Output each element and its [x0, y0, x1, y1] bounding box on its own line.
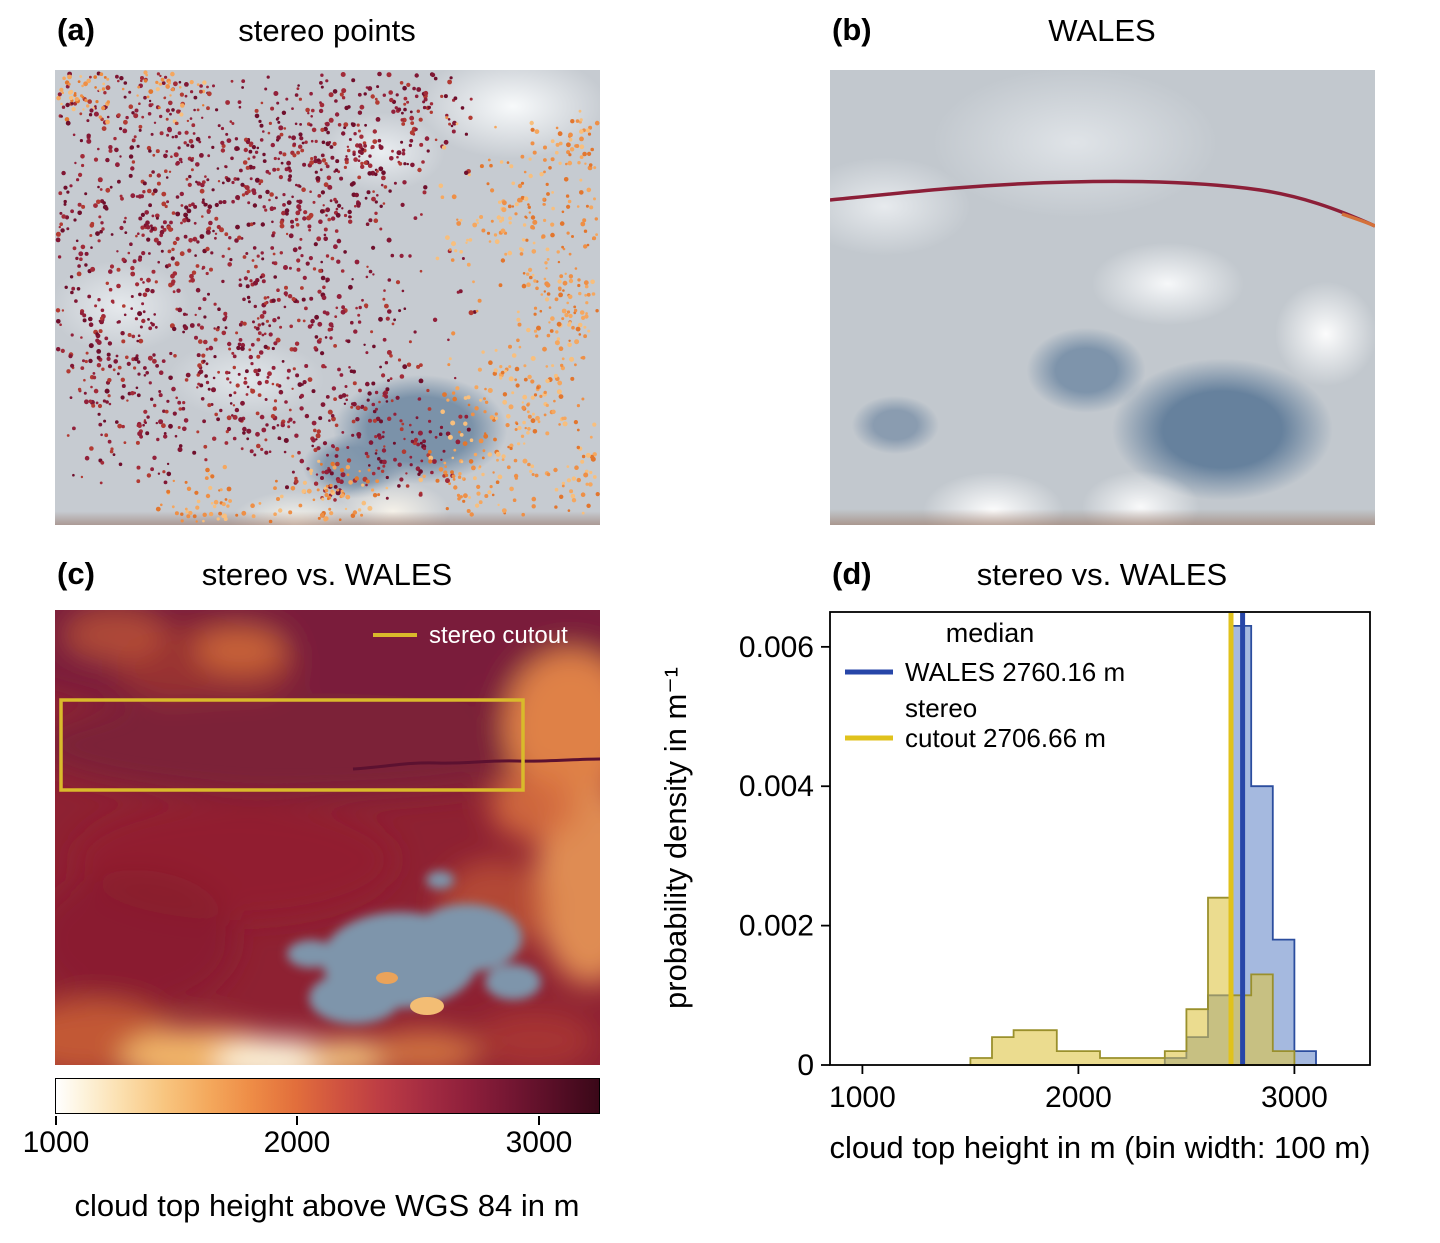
clear-sky-patch	[287, 871, 541, 1024]
y-tick-label: 0.006	[739, 631, 814, 664]
colorbar	[55, 1078, 600, 1114]
colorbar-tick	[55, 1116, 57, 1125]
colorbar-tick-label: 1000	[22, 1126, 90, 1159]
legend-title: median	[946, 618, 1035, 648]
cutout-legend-label: stereo cutout	[429, 622, 568, 649]
heatmap-blobs	[55, 610, 600, 1065]
island-blob	[410, 997, 444, 1015]
colorbar-tick	[538, 1116, 540, 1125]
colorbar-axis-label: cloud top height above WGS 84 in m	[74, 1188, 580, 1223]
histogram-chart: 1000 2000 3000 0 0.002 0.004 0.006 median WALES …	[739, 611, 1371, 1114]
colorbar-tick-label: 2000	[263, 1126, 331, 1159]
panel-b-title: WALES	[1048, 13, 1156, 48]
stereo-points-overlay	[55, 70, 600, 524]
x-tick-label: 1000	[829, 1081, 896, 1114]
heatmap-image: stereo cutout	[55, 610, 600, 1065]
island-blob	[376, 972, 398, 984]
panel-c-label: (c)	[57, 556, 95, 591]
legend-label-stereo-1: stereo	[905, 693, 977, 723]
panel-a-image	[55, 70, 600, 525]
stereo-cutout-box	[59, 698, 525, 792]
panel-a-title: stereo points	[238, 13, 416, 48]
panel-c-heatmap: stereo cutout	[55, 610, 600, 1065]
colorbar-tick	[296, 1116, 298, 1125]
y-axis-label: probability density in m⁻¹	[658, 667, 693, 1009]
legend-label-wales: WALES 2760.16 m	[905, 657, 1125, 687]
y-tick-label: 0	[797, 1049, 814, 1082]
panel-d-title: stereo vs. WALES	[976, 557, 1228, 592]
panel-b-image	[830, 70, 1375, 525]
panel-b-label: (b)	[832, 12, 872, 47]
y-tick-label: 0.004	[739, 770, 814, 803]
panel-a-label: (a)	[57, 12, 95, 47]
axes-box	[829, 611, 1371, 1066]
x-axis-label: cloud top height in m (bin width: 100 m)	[829, 1130, 1371, 1165]
y-tick-label: 0.002	[739, 910, 814, 943]
wales-track-overlay	[830, 179, 1375, 228]
x-tick-label: 2000	[1045, 1081, 1112, 1114]
x-tick-label: 3000	[1261, 1081, 1328, 1114]
panel-c-title: stereo vs. WALES	[201, 557, 453, 592]
colorbar-tick-label: 3000	[505, 1126, 573, 1159]
wales-track-line	[830, 179, 1375, 228]
legend-label-stereo-2: cutout 2706.66 m	[905, 723, 1106, 753]
panel-d-label: (d)	[832, 556, 872, 591]
wales-track-on-heatmap	[352, 757, 600, 771]
wales-track-tip	[1341, 212, 1375, 228]
